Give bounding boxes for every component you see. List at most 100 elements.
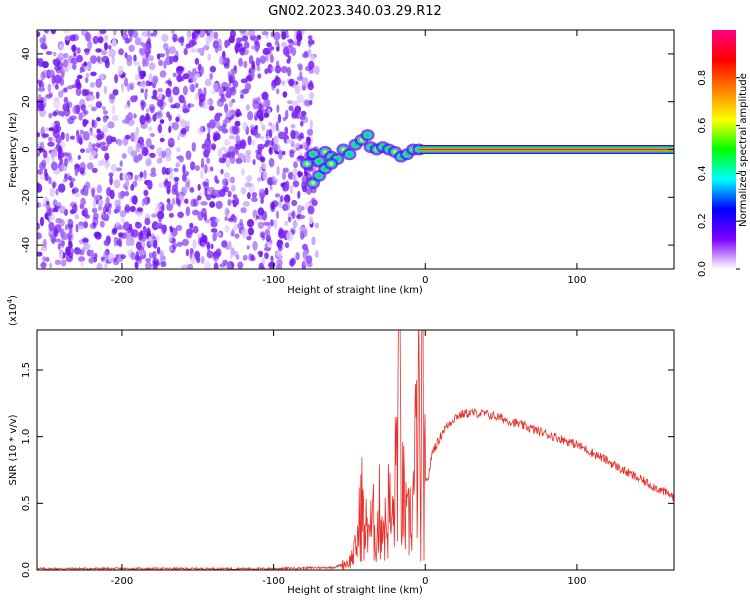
noise-speck	[277, 113, 282, 124]
noise-speck	[82, 238, 89, 243]
noise-speck	[104, 198, 109, 204]
noise-speck	[288, 39, 294, 48]
noise-speck	[54, 74, 62, 84]
noise-speck	[192, 68, 197, 77]
noise-speck	[307, 82, 314, 91]
noise-speck	[37, 31, 41, 37]
x-tick-label: -100	[262, 275, 285, 286]
noise-speck	[100, 145, 109, 152]
noise-speck	[37, 132, 41, 138]
noise-speck	[257, 177, 262, 182]
noise-speck	[150, 32, 154, 37]
noise-speck	[139, 142, 145, 149]
noise-speck	[168, 95, 173, 104]
noise-speck	[178, 193, 184, 202]
noise-speck	[281, 150, 286, 156]
noise-speck	[242, 254, 248, 261]
noise-speck	[142, 44, 147, 51]
noise-speck	[184, 184, 191, 190]
noise-speck	[241, 88, 249, 95]
noise-speck	[213, 262, 219, 269]
snr-panel: -200 -100 0 100 0.0 0.5 1.0 1.5 Height of strai…	[6, 295, 675, 596]
noise-speck	[309, 99, 313, 106]
noise-speck	[235, 197, 240, 206]
noise-speck	[230, 232, 235, 237]
noise-speck	[260, 135, 264, 140]
noise-speck	[39, 37, 45, 44]
noise-speck	[131, 195, 138, 205]
noise-speck	[57, 110, 65, 116]
noise-speck	[147, 55, 154, 62]
noise-speck	[224, 138, 231, 146]
noise-speck	[187, 103, 191, 109]
noise-speck	[77, 134, 83, 144]
noise-speck	[189, 222, 194, 229]
noise-speck	[240, 93, 244, 99]
noise-speck	[138, 249, 146, 256]
noise-speck	[168, 125, 172, 134]
noise-speck	[84, 48, 90, 56]
x-tick-label: 100	[567, 576, 586, 587]
noise-speck	[175, 162, 180, 168]
noise-speck	[203, 181, 209, 191]
noise-speck	[247, 227, 254, 236]
noise-speck	[258, 188, 264, 193]
noise-speck	[58, 43, 64, 50]
noise-speck	[37, 183, 43, 193]
noise-speck	[280, 66, 288, 74]
noise-speck	[103, 205, 107, 215]
noise-speck	[176, 66, 184, 71]
noise-speck	[48, 221, 55, 232]
noise-speck	[175, 224, 183, 231]
noise-speck	[264, 187, 269, 196]
noise-speck	[177, 134, 181, 141]
noise-speck	[149, 133, 156, 138]
noise-speck	[257, 73, 262, 79]
noise-speck	[182, 73, 190, 80]
noise-speck	[125, 236, 131, 247]
noise-speck	[307, 205, 315, 215]
noise-speck	[300, 110, 307, 117]
noise-speck	[304, 171, 308, 177]
x-tick-label: -100	[262, 576, 285, 587]
noise-speck	[151, 213, 158, 218]
noise-speck	[91, 167, 98, 173]
noise-speck	[62, 178, 66, 183]
noise-speck	[54, 238, 62, 243]
noise-speck	[207, 124, 211, 134]
noise-speck	[294, 84, 301, 95]
noise-speck	[161, 166, 167, 175]
noise-speck	[87, 94, 96, 101]
noise-speck	[299, 229, 305, 236]
noise-speck	[251, 60, 256, 71]
noise-speck	[53, 98, 60, 109]
noise-speck	[185, 206, 191, 217]
noise-speck	[264, 252, 269, 260]
noise-speck	[133, 60, 140, 66]
noise-speck	[129, 236, 135, 247]
noise-speck	[256, 109, 264, 120]
noise-speck	[49, 262, 53, 269]
noise-speck	[64, 158, 68, 167]
noise-speck	[215, 200, 223, 210]
noise-speck	[297, 63, 303, 69]
noise-speck	[55, 202, 62, 207]
y-tick-label: -40	[21, 237, 32, 253]
noise-speck	[309, 135, 314, 144]
noise-speck	[103, 251, 109, 260]
snr-scale-label: (x104)	[6, 295, 19, 326]
noise-speck	[208, 105, 215, 111]
noise-speck	[67, 85, 74, 90]
noise-speck	[135, 142, 141, 153]
noise-speck	[291, 47, 297, 56]
noise-speck	[161, 34, 169, 42]
noise-speck	[80, 148, 85, 153]
noise-speck	[95, 101, 103, 109]
noise-speck	[287, 100, 293, 105]
noise-speck	[157, 93, 163, 100]
y-tick-label: 40	[21, 48, 32, 61]
noise-speck	[134, 37, 141, 46]
noise-speck	[260, 196, 264, 205]
noise-speck	[177, 211, 184, 218]
